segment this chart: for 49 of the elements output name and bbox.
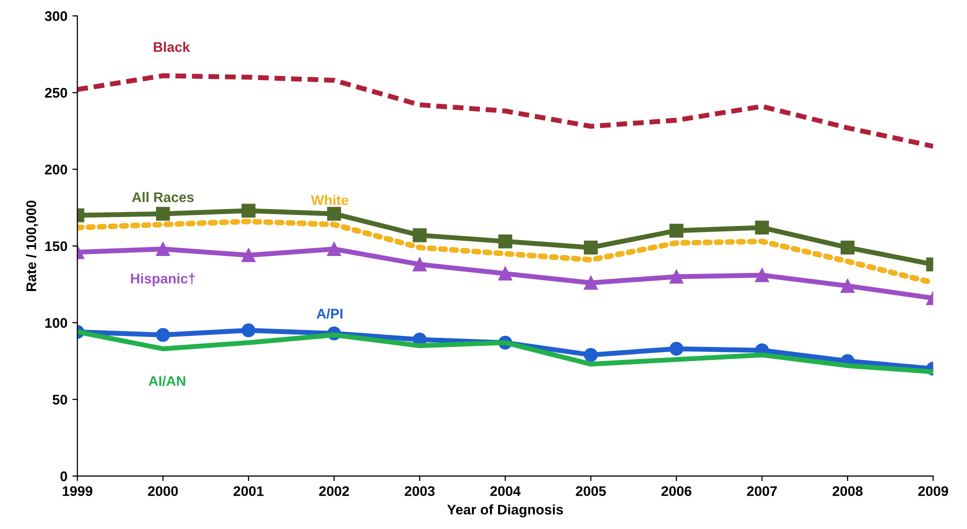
point (156, 242, 170, 256)
series-label: White (310, 194, 348, 206)
point (412, 257, 427, 272)
series-label: All Races (132, 192, 194, 202)
x-tick-label: 2007 (747, 486, 777, 496)
x-tick-label: 1999 (62, 486, 92, 496)
series-label: Black (154, 42, 190, 52)
point (412, 228, 427, 242)
y-tick-label: 200 (44, 164, 68, 174)
series-label: Hispanic† (131, 273, 195, 286)
y-tick-label: 0 (60, 471, 68, 482)
y-tick-label: 150 (45, 241, 68, 252)
y-axis-title: Rate / 100,000 (26, 200, 38, 291)
point (584, 240, 598, 254)
x-tick-label: 2008 (832, 486, 863, 496)
point (669, 270, 684, 284)
x-tick-label: 2006 (661, 486, 692, 496)
point (327, 242, 342, 256)
line-series (77, 73, 934, 149)
y-tick-label: 100 (45, 318, 68, 328)
point (498, 234, 512, 248)
point (156, 328, 170, 342)
point (327, 206, 342, 221)
point (584, 276, 598, 290)
point (498, 266, 512, 281)
x-tick-label: 2002 (319, 486, 349, 496)
y-tick-label: 50 (52, 394, 68, 405)
point (584, 348, 598, 362)
x-tick-label: 2001 (234, 486, 264, 496)
y-tick-label: 250 (44, 88, 68, 98)
x-tick-label: 2003 (404, 486, 435, 496)
point (669, 342, 684, 356)
x-tick-label: 2004 (490, 486, 521, 496)
point (755, 220, 769, 235)
x-axis-title: Year of Diagnosis (447, 504, 563, 518)
point (242, 323, 256, 338)
point (156, 206, 170, 221)
point (840, 278, 855, 293)
point (755, 268, 769, 282)
x-tick-label: 2000 (148, 486, 178, 496)
x-tick-label: 2009 (918, 486, 948, 496)
point (669, 224, 684, 238)
y-tick-label: 300 (44, 11, 68, 22)
point (840, 240, 855, 254)
point (242, 204, 256, 218)
x-tick-label: 2005 (576, 486, 606, 496)
point (242, 248, 256, 262)
series-label: A/PI (316, 308, 342, 319)
text: AI/AN (148, 376, 186, 386)
